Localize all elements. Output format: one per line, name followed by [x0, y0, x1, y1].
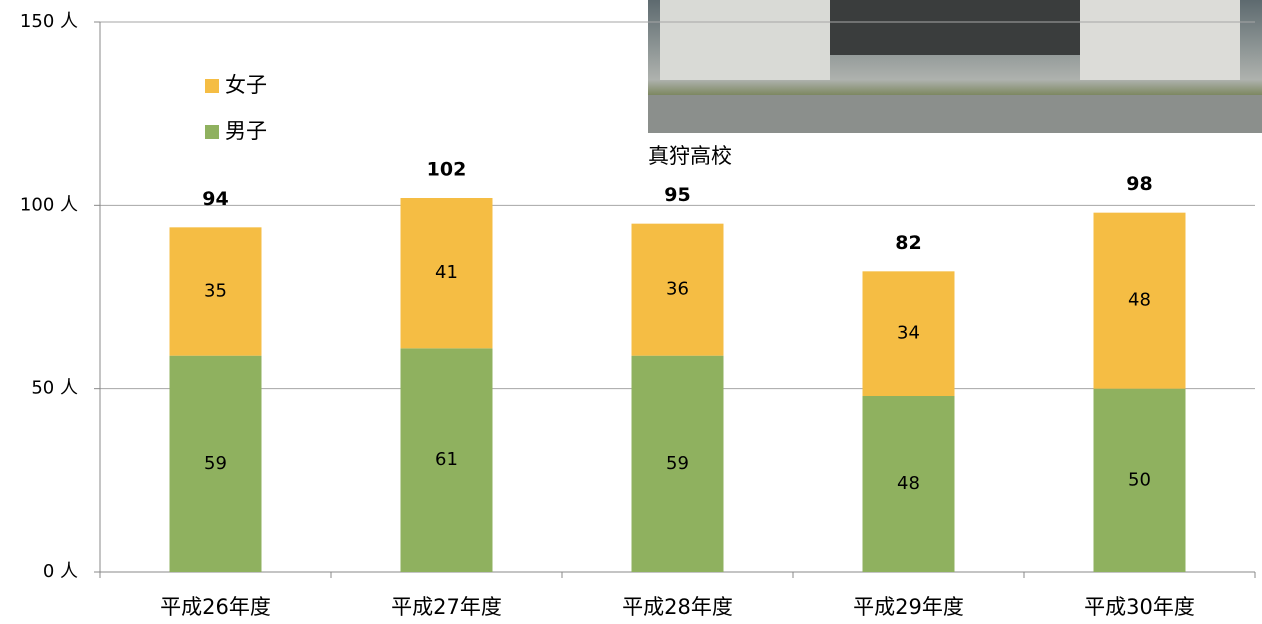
bar-segment	[631, 223, 724, 356]
y-tick-label: 0 人	[43, 561, 78, 582]
legend-swatch	[205, 79, 219, 93]
value-label: 35	[204, 281, 227, 302]
x-tick-label: 平成27年度	[391, 595, 502, 619]
bar-segment	[400, 348, 493, 572]
bar-segment	[862, 271, 955, 396]
y-tick-label: 50 人	[31, 378, 78, 399]
x-tick-label: 平成29年度	[853, 595, 964, 619]
legend-swatch	[205, 125, 219, 139]
building-wing	[1080, 0, 1240, 80]
x-tick-label: 平成26年度	[160, 595, 271, 619]
total-label: 102	[427, 159, 467, 181]
value-label: 36	[666, 279, 689, 300]
legend-label: 女子	[225, 73, 267, 97]
value-label: 59	[204, 453, 227, 474]
bar-segment	[169, 355, 262, 572]
building-wing	[660, 0, 830, 80]
total-label: 94	[202, 188, 228, 210]
total-label: 95	[664, 184, 690, 206]
total-label: 98	[1126, 173, 1152, 195]
x-tick-label: 平成30年度	[1084, 595, 1195, 619]
legend-label: 男子	[225, 119, 267, 143]
value-label: 61	[435, 449, 458, 470]
y-tick-label: 150 人	[20, 11, 78, 32]
bar-segment	[1093, 388, 1186, 572]
y-tick-label: 100 人	[20, 194, 78, 215]
value-label: 34	[897, 323, 920, 344]
photo-ground	[648, 95, 1262, 133]
bar-segment	[631, 355, 724, 572]
building-entrance	[830, 0, 1080, 55]
total-label: 82	[895, 232, 921, 254]
photo-caption: 真狩高校	[648, 144, 732, 168]
value-label: 41	[435, 262, 458, 283]
bar-segment	[400, 198, 493, 349]
bar-segment	[169, 227, 262, 356]
x-tick-label: 平成28年度	[622, 595, 733, 619]
value-label: 59	[666, 453, 689, 474]
photo	[648, 0, 1262, 133]
value-label: 48	[897, 473, 920, 494]
bar-segment	[862, 396, 955, 572]
value-label: 48	[1128, 290, 1151, 311]
value-label: 50	[1128, 469, 1151, 490]
bar-segment	[1093, 212, 1186, 389]
